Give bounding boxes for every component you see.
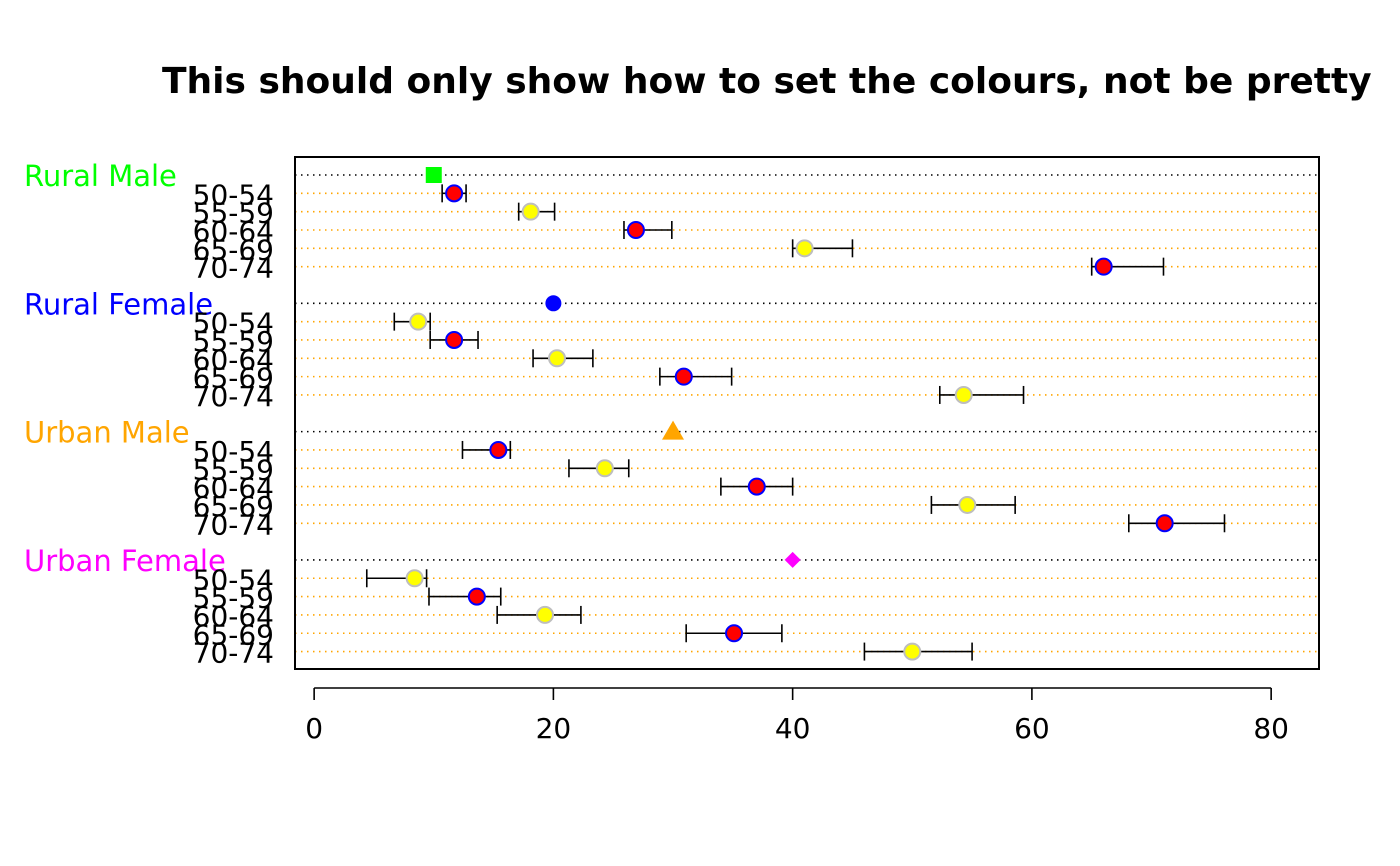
data-points — [365, 167, 1226, 661]
row-labels: Rural Male50-5455-5960-6465-6970-74Rural… — [24, 159, 274, 670]
row-label: 70-74 — [193, 508, 274, 541]
data-point — [1094, 257, 1113, 276]
group-label: Urban Female — [24, 544, 226, 578]
data-point — [521, 202, 540, 221]
row-label: 65-69 — [193, 490, 274, 523]
data-point — [445, 330, 464, 349]
row-label: 50-54 — [193, 435, 274, 468]
x-tick-label: 20 — [536, 712, 572, 745]
row-label: 50-54 — [193, 307, 274, 340]
data-point — [489, 440, 508, 459]
data-point — [1155, 514, 1174, 533]
row-label: 55-59 — [193, 325, 274, 358]
data-point — [958, 495, 977, 514]
data-point — [536, 605, 555, 624]
data-point — [674, 367, 693, 386]
row-label: 50-54 — [193, 563, 274, 596]
data-point — [903, 642, 922, 661]
data-point — [595, 459, 614, 478]
row-label: 70-74 — [193, 380, 274, 413]
group-label: Rural Female — [24, 287, 213, 321]
group-summary-diamond — [784, 551, 801, 568]
data-point — [626, 220, 645, 239]
row-label: 70-74 — [193, 637, 274, 670]
row-label: 50-54 — [193, 178, 274, 211]
row-label: 60-64 — [193, 215, 274, 248]
chart-title: This should only show how to set the col… — [162, 61, 1372, 102]
x-tick-label: 40 — [775, 712, 811, 745]
group-summary-triangle — [662, 420, 685, 440]
data-point — [405, 569, 424, 588]
data-point — [725, 624, 744, 643]
data-point — [795, 239, 814, 258]
data-point — [954, 385, 973, 404]
group-label: Rural Male — [24, 159, 177, 193]
row-label: 70-74 — [193, 252, 274, 285]
row-label: 55-59 — [193, 582, 274, 615]
x-axis: 0 20 40 60 80 — [305, 687, 1289, 745]
plot-frame — [294, 156, 1320, 670]
group-label: Urban Male — [24, 416, 190, 450]
x-tick-label: 0 — [305, 712, 323, 745]
row-label: 60-64 — [193, 600, 274, 633]
x-tick-label: 80 — [1253, 712, 1289, 745]
row-label: 65-69 — [193, 618, 274, 651]
data-point — [467, 587, 486, 606]
row-label: 60-64 — [193, 343, 274, 376]
x-tick-label: 60 — [1014, 712, 1050, 745]
grid-lines — [295, 174, 1319, 653]
data-point — [409, 312, 428, 331]
row-label: 55-59 — [193, 197, 274, 230]
row-label: 60-64 — [193, 472, 274, 505]
group-summary-circle — [545, 295, 562, 312]
data-point — [445, 184, 464, 203]
group-summary-square — [425, 167, 442, 183]
data-point — [747, 477, 766, 496]
row-label: 65-69 — [193, 362, 274, 395]
row-label: 65-69 — [193, 233, 274, 266]
row-label: 55-59 — [193, 453, 274, 486]
data-point — [547, 349, 566, 368]
